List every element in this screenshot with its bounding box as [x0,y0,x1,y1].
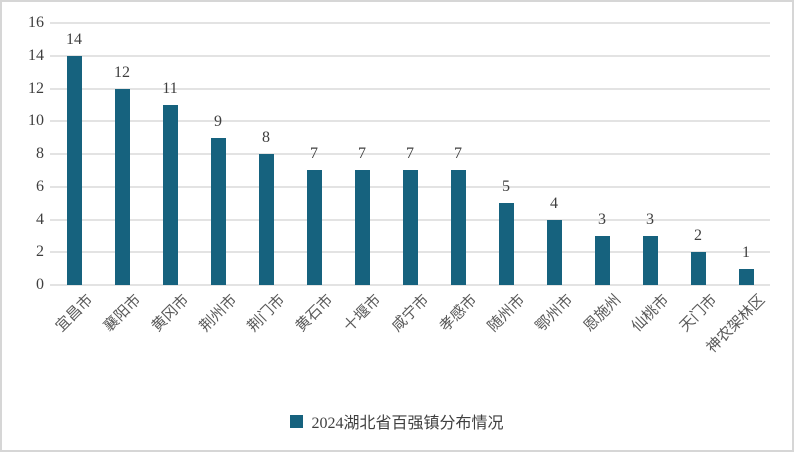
bar [306,170,322,285]
bar [210,137,226,285]
bar [402,170,418,285]
bar [690,252,706,285]
bar-value-label: 8 [262,129,270,146]
bar [738,268,754,285]
y-axis-tick-label: 16 [28,14,44,31]
x-axis-category-label: 天门市 [677,292,721,336]
legend: 2024湖北省百强镇分布情况 [2,409,792,433]
y-axis-tick-label: 6 [36,177,44,195]
bar [642,235,658,285]
y-axis-tick-label: 8 [36,145,44,162]
y-axis-tick-label: 12 [28,79,44,97]
bar [450,170,466,285]
bar-value-label: 1 [742,243,750,261]
bar-value-label: 7 [358,145,366,163]
legend-label: 2024湖北省百强镇分布情况 [311,415,504,432]
bar-value-label: 7 [454,145,462,163]
x-axis-category-label: 襄阳市 [101,292,145,336]
bar-value-label: 3 [598,210,606,228]
legend-swatch-icon [290,414,304,428]
bar [258,154,274,285]
y-axis-tick-label: 2 [36,243,44,261]
x-axis-category-label: 孝感市 [437,292,481,336]
bar [162,104,178,285]
bar-value-label: 5 [502,178,510,196]
bar-value-label: 4 [550,194,558,212]
x-axis-category-label: 仙桃市 [629,292,673,336]
x-axis-category-label: 咸宁市 [389,292,433,336]
gridline [50,54,770,57]
bar [114,88,130,285]
x-axis-category-label: 随州市 [485,292,529,336]
gridline [50,153,770,155]
x-axis-category-label: 荆州市 [197,292,241,336]
x-axis-category-label: 十堰市 [341,292,385,336]
x-axis-category-label: 宜昌市 [53,292,97,336]
bar-value-label: 9 [214,112,222,130]
bar-value-label: 12 [114,63,130,81]
bar [66,55,82,285]
y-axis-tick-label: 4 [36,210,44,228]
bar-value-label: 14 [66,30,82,48]
bar-value-label: 7 [310,145,318,163]
x-axis-category-label: 黄石市 [293,292,337,336]
bar [594,235,610,285]
x-axis-category-label: 恩施州 [581,292,625,336]
bar-value-label: 11 [162,79,178,97]
x-axis-category-label: 荆门市 [245,292,289,336]
bar [354,170,370,285]
gridline [50,22,770,24]
x-axis-category-label: 鄂州市 [533,292,577,336]
bar [546,219,562,285]
y-axis-tick-label: 0 [36,276,44,293]
y-axis-tick-label: 14 [28,46,44,64]
x-axis-category-label: 黄冈市 [149,292,193,336]
gridline [50,120,770,123]
bar-value-label: 2 [694,227,702,245]
gridline [50,87,770,90]
bar-value-label: 7 [406,145,414,163]
gridline [50,284,770,286]
bar-value-label: 3 [646,210,654,228]
y-axis-tick-label: 10 [28,112,44,130]
bar [498,203,514,285]
